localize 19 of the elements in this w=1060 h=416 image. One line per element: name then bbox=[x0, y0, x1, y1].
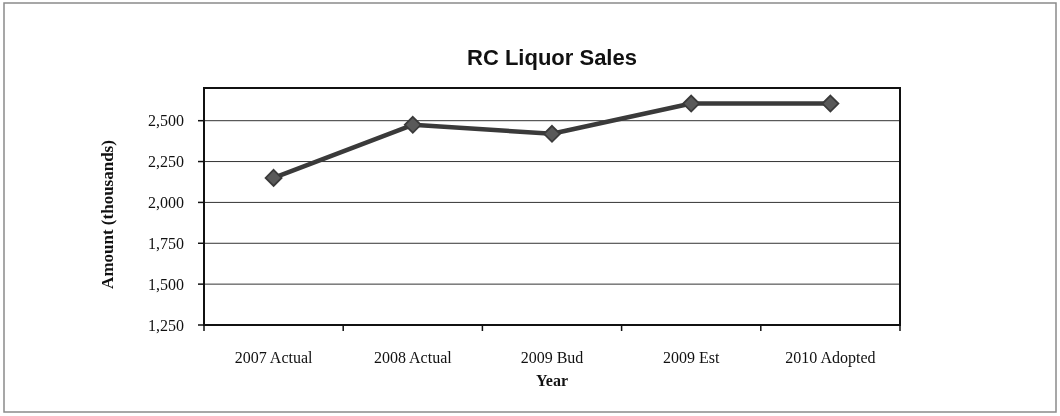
y-tick-label: 1,500 bbox=[148, 275, 184, 293]
x-tick-label: 2010 Adopted bbox=[785, 349, 876, 367]
x-tick-label: 2008 Actual bbox=[373, 349, 453, 366]
point bbox=[682, 94, 701, 113]
point bbox=[264, 169, 283, 187]
point bbox=[821, 94, 840, 113]
point bbox=[543, 124, 561, 143]
x-tick-label: 2009 Est bbox=[662, 349, 720, 366]
x-tick-label: 2009 Bud bbox=[520, 349, 584, 366]
y-tick-label: 2,000 bbox=[148, 194, 184, 212]
y-tick-label: 1,250 bbox=[148, 316, 184, 334]
chart-title: RC Liquor Sales bbox=[467, 45, 637, 70]
x-tick-label: 2007 Actual bbox=[234, 349, 314, 366]
x-axis-title: Year bbox=[536, 372, 568, 389]
y-tick-label: 2,250 bbox=[148, 153, 184, 171]
y-axis-title: Amount (thousands) bbox=[98, 140, 117, 289]
point bbox=[403, 115, 422, 134]
y-tick-label: 1,750 bbox=[148, 234, 184, 252]
y-tick-label: 2,500 bbox=[148, 112, 184, 130]
